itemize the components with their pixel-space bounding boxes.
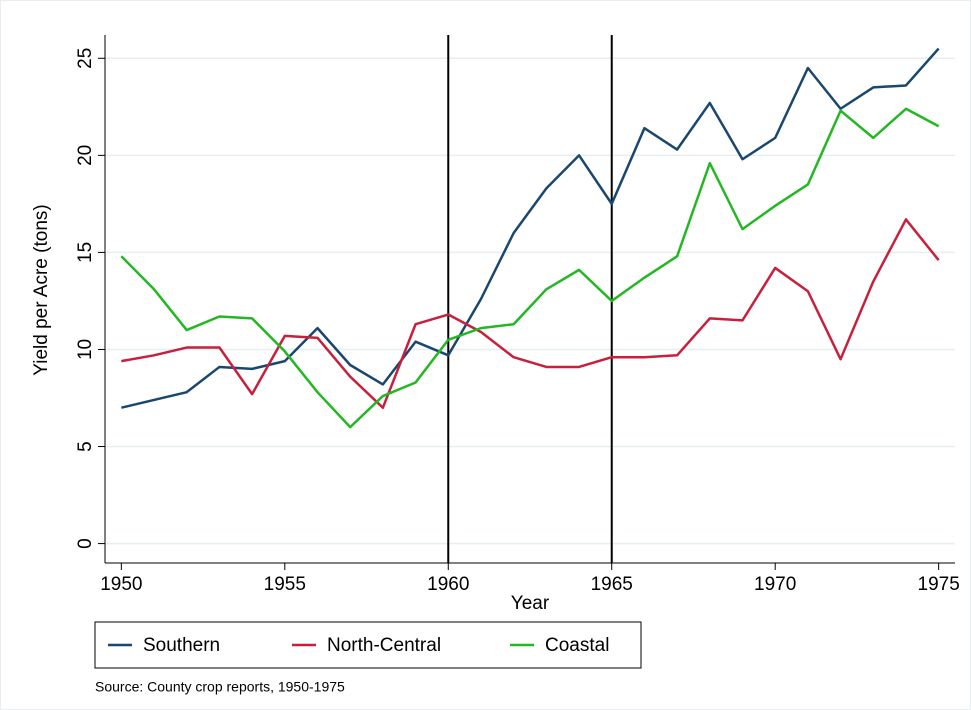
series-line	[121, 218, 940, 409]
y-axis-title: Yield per Acre (tons)	[31, 204, 52, 375]
legend-label: North-Central	[327, 635, 441, 656]
legend-label: Southern	[143, 635, 220, 656]
y-tick-label: 25	[75, 48, 96, 69]
y-tick-label: 15	[75, 242, 96, 263]
x-axis-title: Year	[511, 593, 550, 614]
x-tick-label: 1960	[427, 574, 469, 595]
x-tick-label: 1955	[264, 574, 306, 595]
legend-box	[94, 621, 642, 669]
y-tick-label: 10	[75, 339, 96, 360]
source-note: Source: County crop reports, 1950-1975	[95, 679, 345, 695]
legend-label: Coastal	[545, 635, 609, 656]
y-tick-label: 20	[75, 145, 96, 166]
series-line	[121, 47, 940, 409]
y-tick-label: 0	[75, 538, 96, 549]
series-line	[120, 107, 940, 429]
x-tick-label: 1965	[591, 574, 633, 595]
y-tick-label: 5	[75, 441, 96, 452]
x-tick-label: 1975	[918, 574, 960, 595]
x-tick-label: 1970	[754, 574, 796, 595]
x-tick-label: 1950	[100, 574, 142, 595]
